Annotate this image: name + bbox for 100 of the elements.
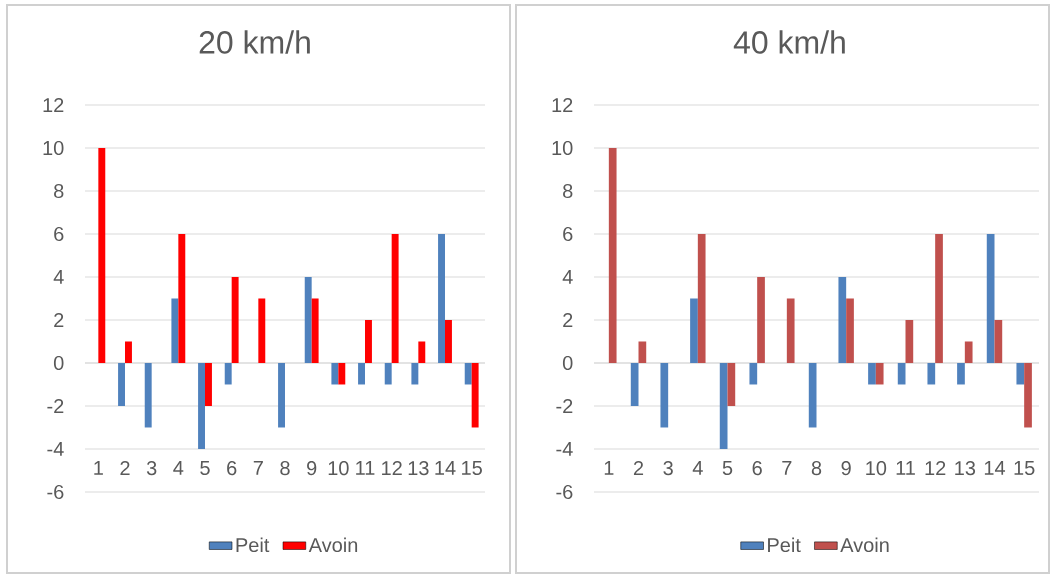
legend-label: Peit <box>236 537 270 553</box>
bar <box>690 298 698 363</box>
bar <box>846 298 854 363</box>
bar <box>957 362 965 385</box>
bar <box>875 362 884 385</box>
bar <box>178 233 186 363</box>
bar <box>757 276 765 363</box>
bar <box>868 362 876 385</box>
bar <box>660 362 669 428</box>
x-tick-label: 5 <box>722 461 733 475</box>
bar <box>749 362 758 385</box>
y-tick-label: 12 <box>43 98 64 112</box>
x-tick-label: 10 <box>328 461 349 476</box>
y-tick-label: -6 <box>47 484 64 500</box>
y-tick-label: 2 <box>54 313 64 327</box>
y-tick-label: 6 <box>563 226 573 242</box>
x-tick-label: 2 <box>633 461 644 475</box>
bar <box>125 341 132 363</box>
y-tick-label: 0 <box>562 355 573 371</box>
y-tick-label: 0 <box>53 355 64 371</box>
bar <box>927 362 936 385</box>
bar <box>471 362 479 428</box>
bar <box>171 298 179 363</box>
y-tick-label: -2 <box>47 399 64 413</box>
bar <box>608 147 617 363</box>
bar <box>438 233 445 363</box>
x-tick-label: 10 <box>866 461 887 476</box>
y-tick-label: 8 <box>54 183 64 199</box>
x-tick-label: 2 <box>120 461 130 475</box>
x-tick-label: 11 <box>896 461 915 475</box>
x-tick-label: 15 <box>462 461 482 475</box>
bar <box>98 147 106 363</box>
bar <box>630 362 639 406</box>
bar <box>338 362 346 385</box>
y-tick-label: 12 <box>552 98 573 112</box>
bar <box>464 362 472 385</box>
y-tick-label: -6 <box>556 484 573 500</box>
x-tick-label: 8 <box>811 461 822 476</box>
y-tick-label: 10 <box>43 140 64 156</box>
bar <box>838 276 847 363</box>
x-tick-label: 14 <box>435 461 456 475</box>
x-tick-label: 13 <box>955 461 976 476</box>
bar <box>144 362 152 428</box>
chart-title: 40 km/h <box>733 30 845 54</box>
x-tick-label: 14 <box>984 461 1006 475</box>
bar <box>727 362 736 406</box>
x-tick-label: 3 <box>146 461 157 476</box>
x-tick-label: 9 <box>841 461 851 476</box>
bar <box>994 319 1003 363</box>
bar <box>258 298 266 363</box>
legend-label: Avoin <box>840 537 889 553</box>
x-tick-label: 9 <box>307 461 317 476</box>
bar <box>278 362 285 428</box>
y-tick-label: 4 <box>53 270 64 284</box>
legend-label: Avoin <box>308 537 358 553</box>
bar <box>418 341 426 363</box>
x-tick-label: 15 <box>1014 461 1035 475</box>
bar <box>905 319 914 363</box>
bar <box>411 362 419 385</box>
x-tick-label: 13 <box>408 461 429 476</box>
bar <box>964 341 973 363</box>
bar <box>365 319 372 363</box>
y-tick-label: -4 <box>556 442 573 456</box>
bar <box>331 362 339 385</box>
bar <box>1024 362 1032 428</box>
x-tick-label: 7 <box>782 461 792 475</box>
x-tick-label: 12 <box>925 461 946 475</box>
y-tick-label: 10 <box>552 140 573 156</box>
bar <box>358 362 365 385</box>
x-tick-label: 5 <box>200 461 210 475</box>
x-tick-label: 7 <box>253 461 263 475</box>
y-tick-label: 8 <box>563 183 573 199</box>
x-tick-label: 4 <box>692 461 703 475</box>
bar <box>391 233 399 363</box>
x-tick-label: 4 <box>173 461 184 475</box>
bar <box>786 298 795 363</box>
bar <box>445 319 452 363</box>
bar <box>384 362 392 385</box>
y-tick-label: -4 <box>47 442 64 456</box>
bar <box>205 362 212 406</box>
x-tick-label: 1 <box>94 461 103 475</box>
bar <box>638 341 647 363</box>
x-tick-label: 3 <box>663 461 673 476</box>
bar <box>198 362 205 449</box>
y-tick-label: 6 <box>54 226 64 242</box>
bar <box>986 233 995 363</box>
bar <box>935 233 943 363</box>
bar <box>304 276 312 363</box>
y-tick-label: 2 <box>563 313 573 327</box>
bar <box>808 362 817 428</box>
bar <box>311 298 319 363</box>
legend-label: Peit <box>768 537 801 553</box>
x-tick-label: 6 <box>752 461 762 476</box>
bar <box>719 362 728 449</box>
x-tick-label: 1 <box>604 461 614 475</box>
bar <box>697 233 706 363</box>
x-tick-label: 12 <box>382 461 402 475</box>
bar <box>224 362 232 385</box>
chart-title: 20 km/h <box>199 30 310 54</box>
bar <box>1016 362 1025 385</box>
